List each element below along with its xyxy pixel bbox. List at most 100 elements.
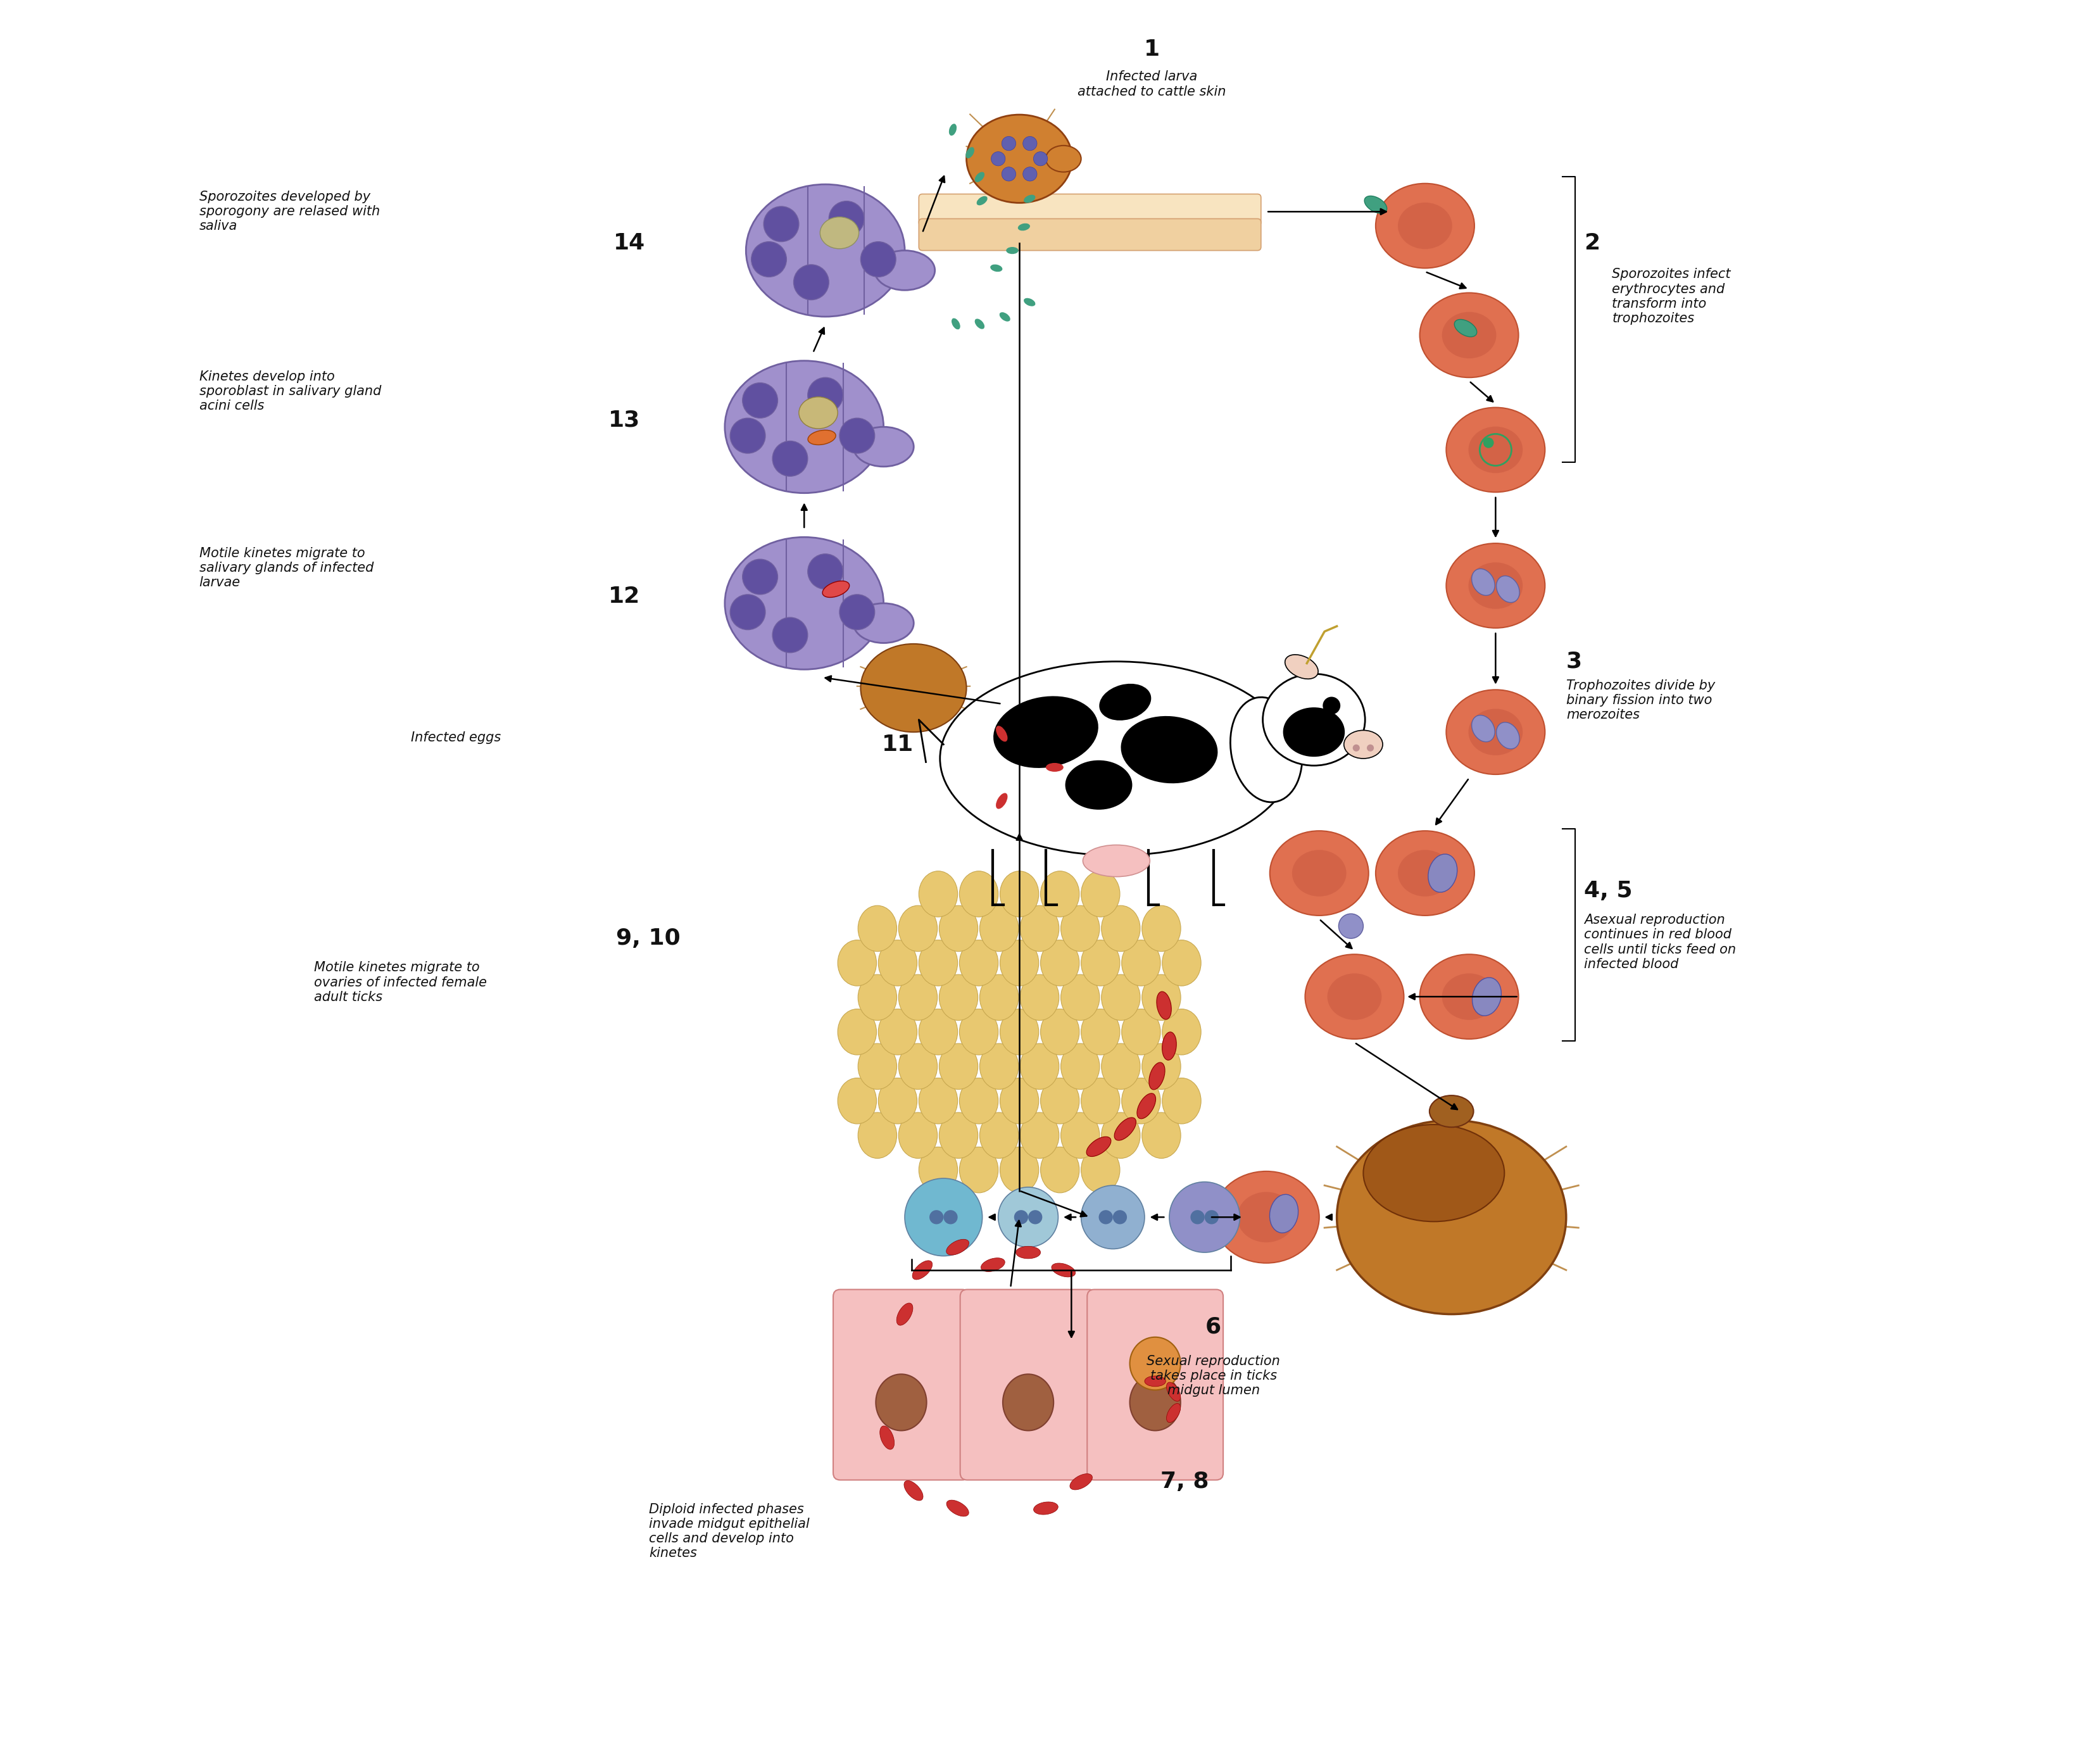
Text: 2: 2	[1585, 233, 1599, 254]
Ellipse shape	[1495, 575, 1520, 603]
Ellipse shape	[1446, 543, 1545, 628]
Ellipse shape	[859, 905, 896, 951]
Ellipse shape	[875, 250, 935, 291]
FancyBboxPatch shape	[1087, 1289, 1224, 1480]
Ellipse shape	[1446, 407, 1545, 492]
Circle shape	[1002, 168, 1016, 182]
Ellipse shape	[1041, 940, 1078, 986]
Ellipse shape	[819, 217, 859, 249]
Ellipse shape	[1143, 1113, 1180, 1159]
Ellipse shape	[1020, 905, 1060, 951]
Ellipse shape	[1269, 831, 1369, 916]
Text: 11: 11	[881, 734, 913, 755]
Circle shape	[904, 1178, 983, 1256]
Ellipse shape	[960, 940, 998, 986]
FancyBboxPatch shape	[919, 219, 1261, 250]
Ellipse shape	[1130, 1374, 1180, 1431]
Ellipse shape	[1081, 1147, 1120, 1192]
Ellipse shape	[940, 1113, 979, 1159]
Ellipse shape	[1468, 709, 1522, 755]
Circle shape	[1352, 744, 1361, 751]
Ellipse shape	[1157, 991, 1172, 1020]
Ellipse shape	[1002, 746, 1037, 789]
Text: 12: 12	[608, 586, 641, 607]
Circle shape	[840, 594, 875, 630]
Ellipse shape	[919, 1078, 958, 1124]
Text: 6: 6	[1205, 1316, 1222, 1337]
Ellipse shape	[940, 1044, 979, 1090]
Ellipse shape	[1468, 563, 1522, 609]
Circle shape	[840, 418, 875, 453]
Ellipse shape	[898, 974, 937, 1020]
Circle shape	[772, 617, 807, 653]
Circle shape	[772, 441, 807, 476]
Ellipse shape	[1087, 1136, 1112, 1157]
Ellipse shape	[1004, 1374, 1054, 1431]
Ellipse shape	[1230, 697, 1302, 803]
Ellipse shape	[1101, 1044, 1141, 1090]
Ellipse shape	[1018, 713, 1056, 755]
Circle shape	[830, 201, 865, 236]
Ellipse shape	[1286, 654, 1319, 679]
Ellipse shape	[977, 196, 987, 205]
Ellipse shape	[809, 430, 836, 445]
Ellipse shape	[1016, 1245, 1041, 1259]
Ellipse shape	[838, 1009, 877, 1055]
Ellipse shape	[1327, 974, 1381, 1020]
Circle shape	[730, 594, 765, 630]
Ellipse shape	[879, 1425, 894, 1450]
Ellipse shape	[1421, 954, 1518, 1039]
FancyBboxPatch shape	[834, 1289, 969, 1480]
Ellipse shape	[1166, 1404, 1180, 1422]
Ellipse shape	[1070, 1473, 1093, 1491]
Ellipse shape	[1473, 568, 1495, 596]
Ellipse shape	[1081, 940, 1120, 986]
Circle shape	[742, 383, 778, 418]
Ellipse shape	[1041, 1147, 1078, 1192]
Text: Diploid infected phases
invade midgut epithelial
cells and develop into
kinetes: Diploid infected phases invade midgut ep…	[649, 1503, 809, 1559]
Ellipse shape	[1143, 905, 1180, 951]
Ellipse shape	[877, 940, 917, 986]
Ellipse shape	[1292, 850, 1346, 896]
Circle shape	[751, 242, 786, 277]
Ellipse shape	[852, 603, 915, 642]
Text: 14: 14	[614, 233, 645, 254]
Ellipse shape	[1166, 1383, 1180, 1401]
Circle shape	[991, 152, 1006, 166]
Circle shape	[861, 242, 896, 277]
Ellipse shape	[1238, 1192, 1296, 1242]
Ellipse shape	[1213, 1171, 1319, 1263]
Ellipse shape	[1143, 974, 1180, 1020]
FancyBboxPatch shape	[919, 194, 1261, 226]
Text: Motile kinetes migrate to
salivary glands of infected
larvae: Motile kinetes migrate to salivary gland…	[199, 547, 373, 589]
Ellipse shape	[1122, 1078, 1161, 1124]
Ellipse shape	[838, 940, 877, 986]
Ellipse shape	[940, 974, 979, 1020]
Ellipse shape	[981, 1258, 1006, 1272]
Circle shape	[807, 554, 842, 589]
Ellipse shape	[1025, 298, 1035, 307]
Ellipse shape	[1338, 1120, 1566, 1314]
Ellipse shape	[919, 940, 958, 986]
Ellipse shape	[724, 536, 884, 669]
Ellipse shape	[861, 644, 966, 732]
Circle shape	[1205, 1210, 1220, 1224]
Ellipse shape	[1018, 780, 1056, 822]
Ellipse shape	[940, 662, 1292, 856]
Circle shape	[1022, 136, 1037, 150]
Text: Trophozoites divide by
binary fission into two
merozoites: Trophozoites divide by binary fission in…	[1566, 679, 1715, 721]
Ellipse shape	[1398, 203, 1452, 249]
Text: 3: 3	[1566, 651, 1582, 672]
Ellipse shape	[838, 1078, 877, 1124]
Ellipse shape	[1045, 145, 1081, 171]
Ellipse shape	[1143, 1044, 1180, 1090]
Ellipse shape	[1083, 845, 1149, 877]
Ellipse shape	[996, 725, 1008, 741]
Ellipse shape	[852, 427, 915, 466]
Circle shape	[1014, 1210, 1029, 1224]
Text: Infected eggs: Infected eggs	[411, 730, 502, 744]
Ellipse shape	[913, 1261, 933, 1279]
Ellipse shape	[859, 1044, 896, 1090]
Text: 9, 10: 9, 10	[616, 928, 680, 949]
Ellipse shape	[1041, 1078, 1078, 1124]
